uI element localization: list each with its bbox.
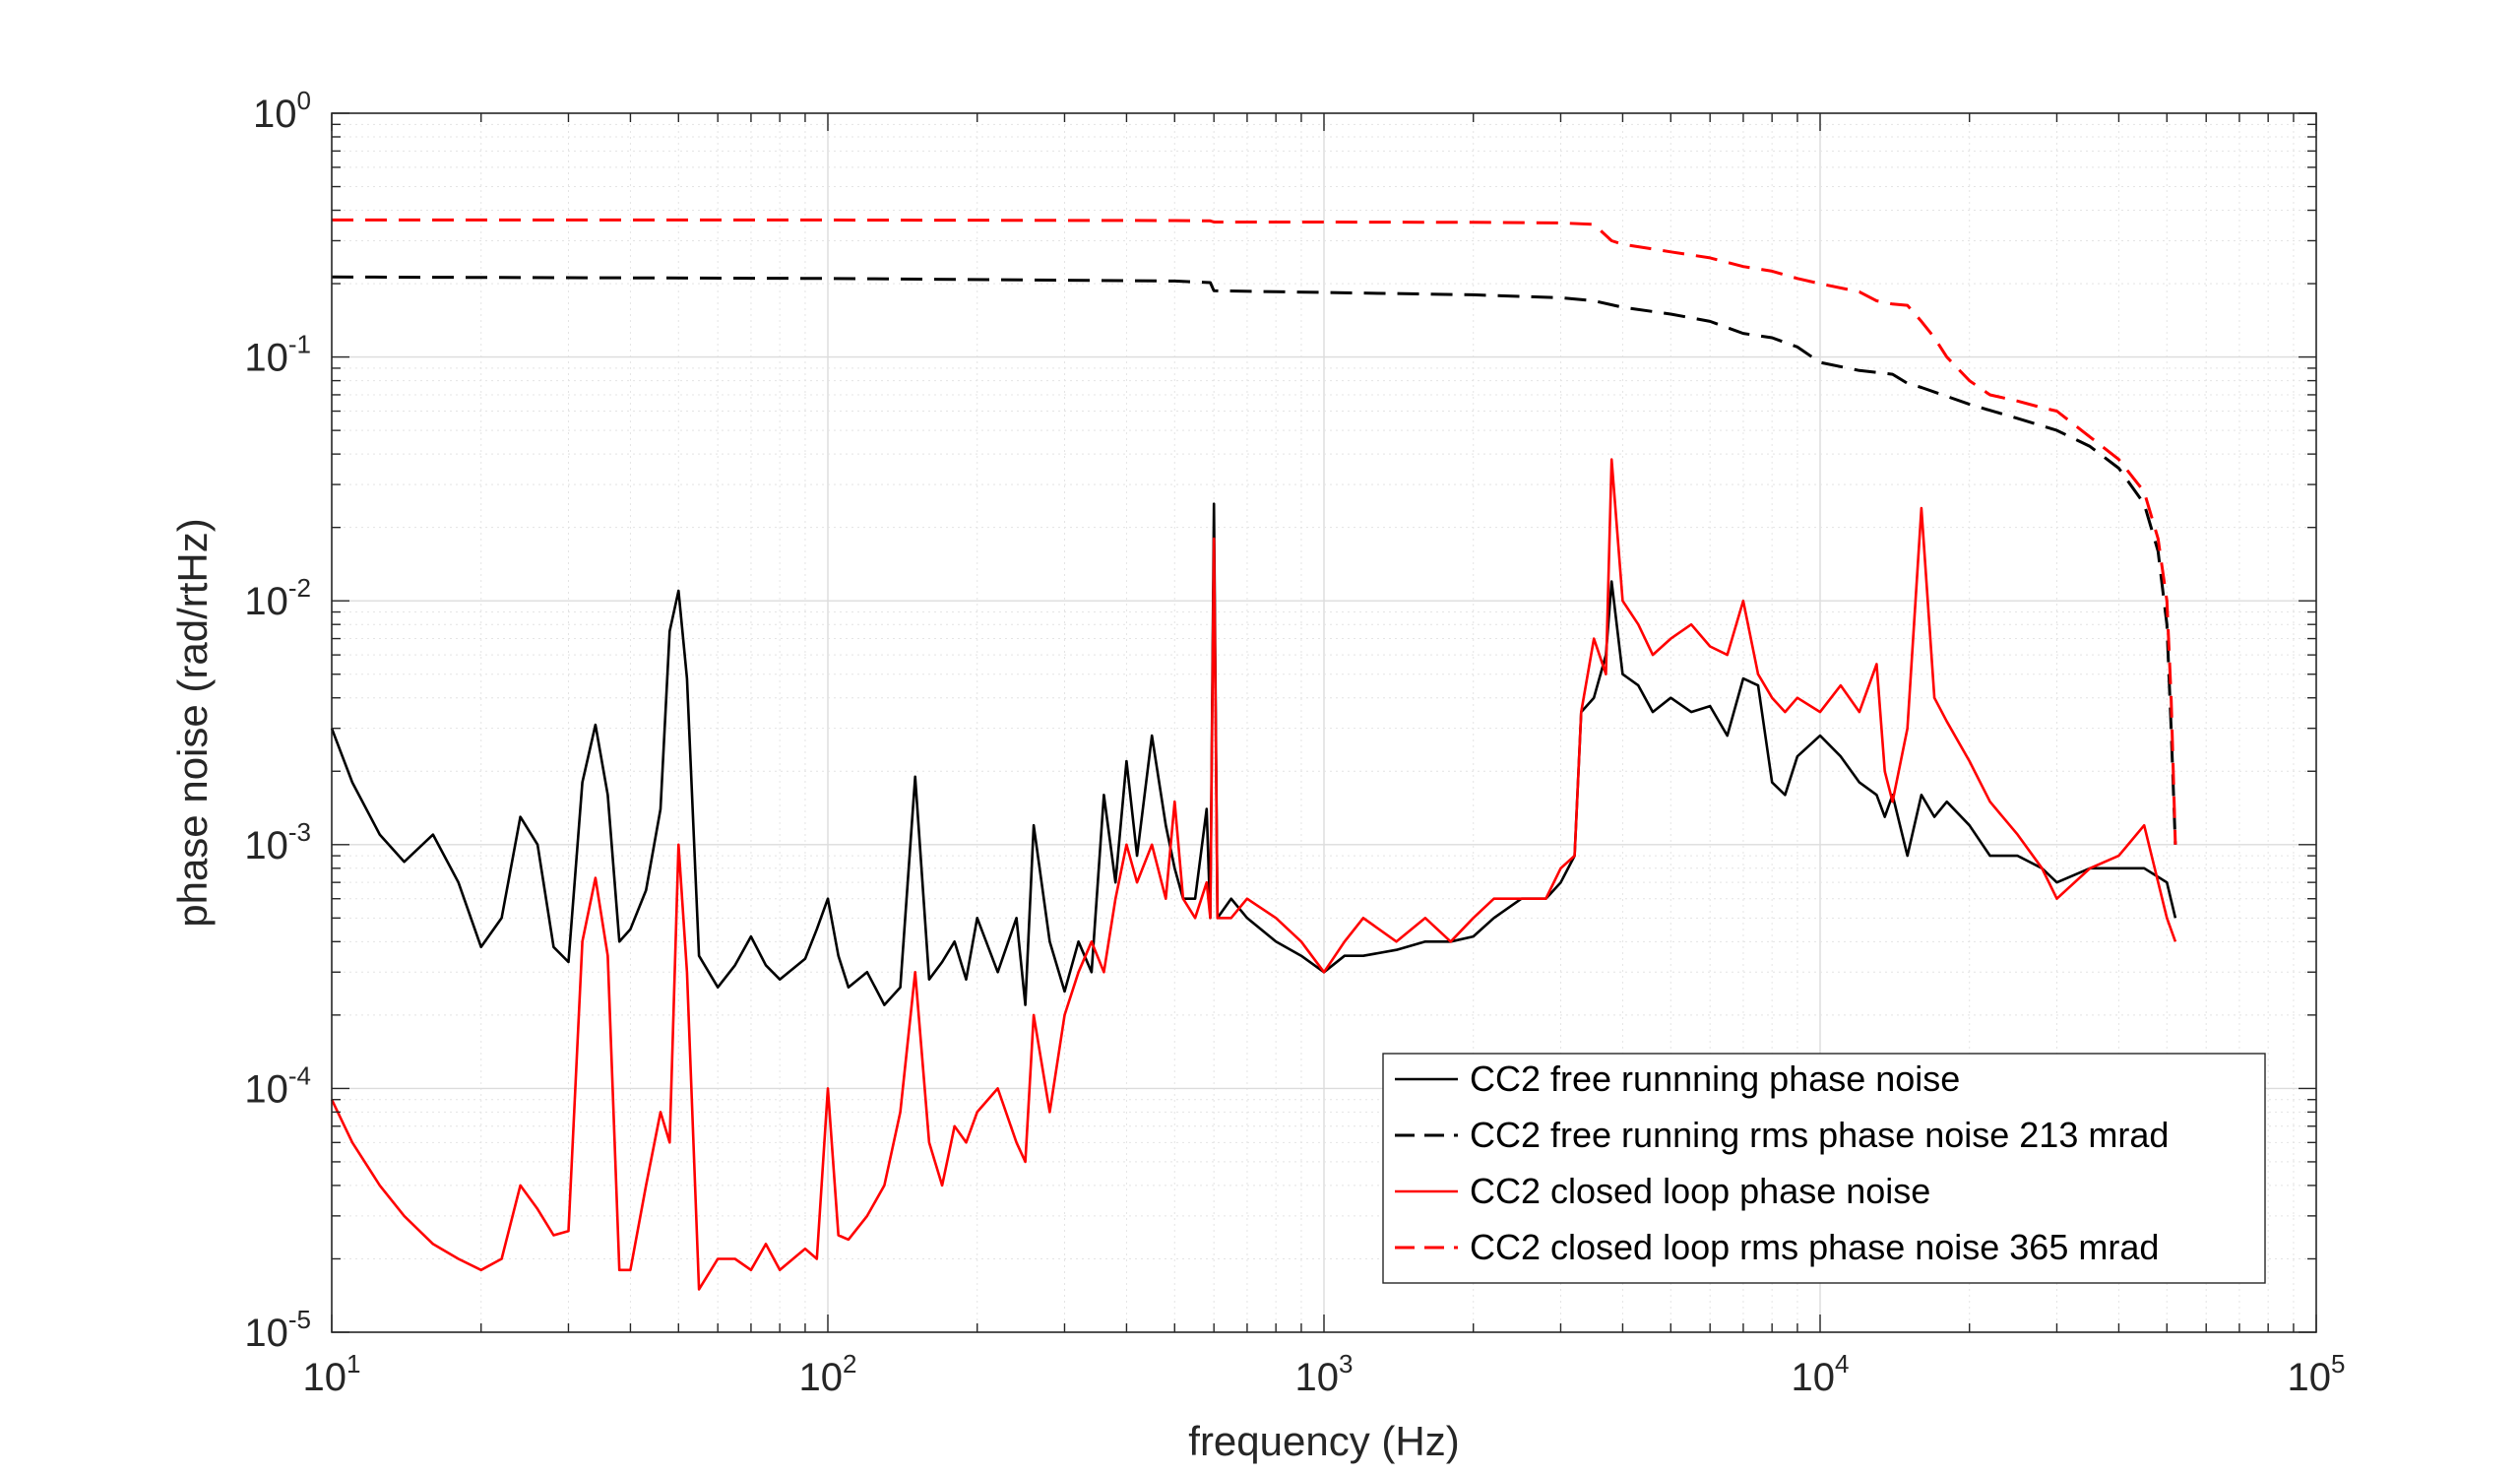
x-axis-label: frequency (Hz) <box>1188 1418 1459 1464</box>
tick-labels: 101 102 103 104 105 100 10-1 10-2 10-3 10-4 10-5 <box>244 86 2345 1399</box>
legend-label-2: CC2 free running rms phase noise 213 mra… <box>1470 1115 2169 1155</box>
series-line-3 <box>330 458 2177 1291</box>
y-tick-label: 10-1 <box>244 330 311 380</box>
y-tick-label: 10-4 <box>244 1060 311 1111</box>
legend-label-3: CC2 closed loop phase noise <box>1470 1171 1930 1211</box>
x-tick-label: 105 <box>2288 1349 2346 1399</box>
x-tick-label: 104 <box>1792 1349 1850 1399</box>
series-line-2 <box>331 275 2177 845</box>
series-line-4 <box>332 218 2177 845</box>
series-layer <box>330 218 2177 1291</box>
y-axis-label: phase noise (rad/rtHz) <box>169 518 216 928</box>
y-tick-label: 10-2 <box>244 573 311 623</box>
x-tick-label: 102 <box>799 1349 857 1399</box>
legend-box <box>1382 1053 2266 1284</box>
x-tick-label: 103 <box>1295 1349 1354 1399</box>
legend: CC2 free runnning phase noise CC2 free ru… <box>1382 1053 2266 1284</box>
y-tick-label: 10-5 <box>244 1305 311 1355</box>
y-tick-label: 10-3 <box>244 817 311 867</box>
ticks <box>331 112 2317 1333</box>
x-tick-label: 101 <box>303 1349 361 1399</box>
y-tick-label: 100 <box>253 86 311 136</box>
legend-label-1: CC2 free runnning phase noise <box>1470 1058 1960 1099</box>
legend-label-4: CC2 closed loop rms phase noise 365 mrad <box>1470 1227 2159 1267</box>
